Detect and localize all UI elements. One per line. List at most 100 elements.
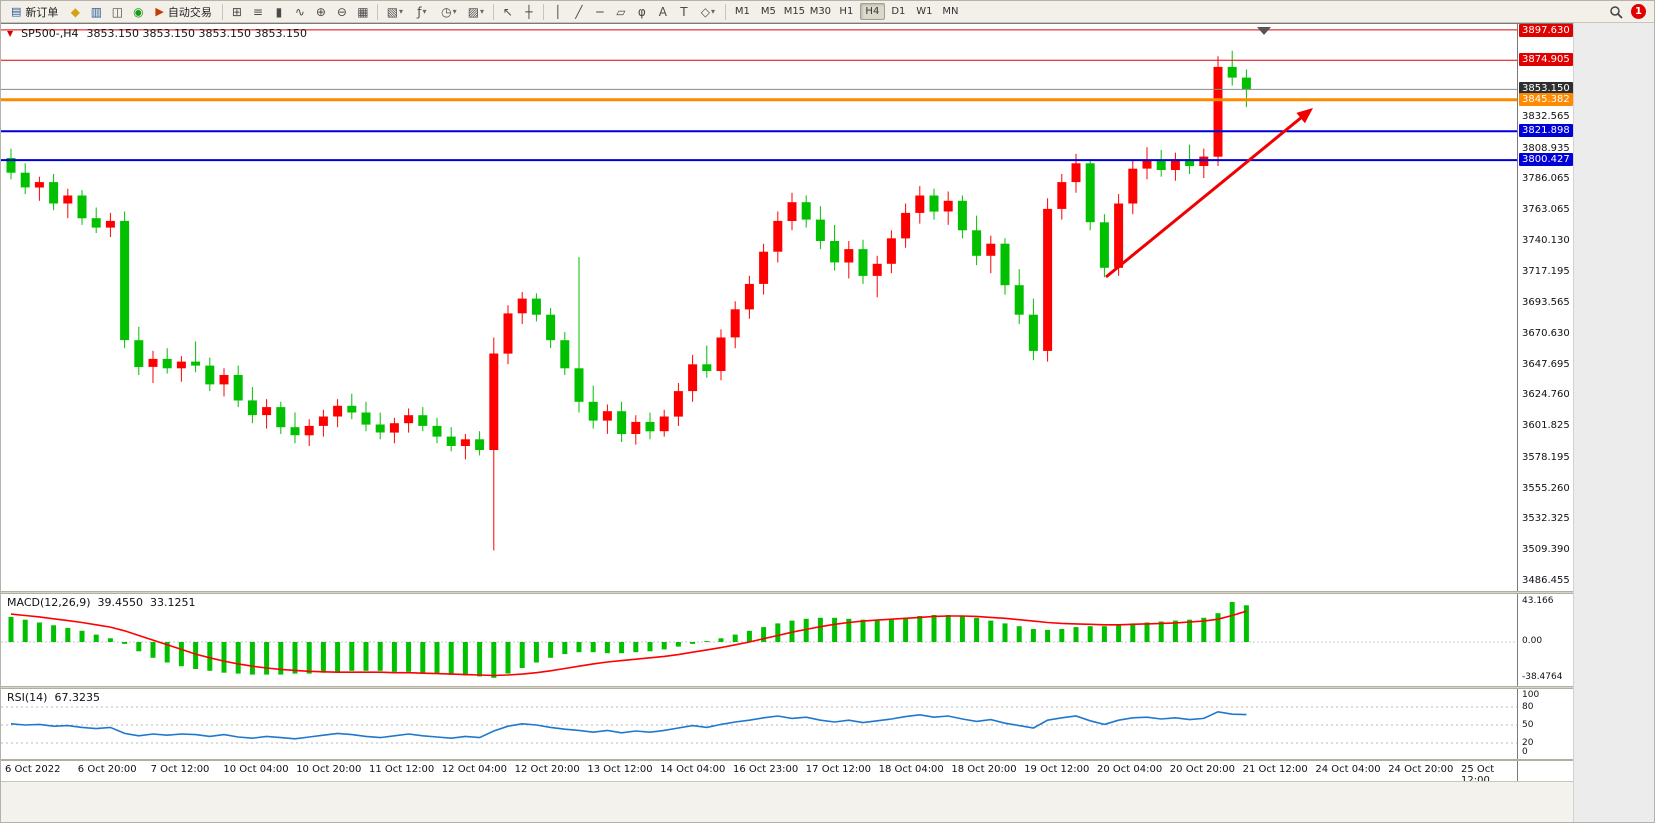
vertical-line-icon[interactable]: │ [554, 4, 562, 19]
new-chart-icon[interactable]: ▧ ▾ [382, 3, 408, 21]
price-tick: 3832.565 [1522, 111, 1570, 123]
price-tick: 3763.065 [1522, 204, 1570, 216]
timeframe-m1[interactable]: M1 [734, 6, 750, 17]
timeframe-m15[interactable]: M15 [783, 6, 806, 17]
macd-chart [1, 601, 1517, 678]
candlestick-chart-icon[interactable]: ▮ [275, 4, 283, 19]
time-label: 25 Oct 12:00 [1461, 764, 1495, 781]
price-tick: 3717.195 [1522, 265, 1570, 277]
macd-axis[interactable]: 43.166 0.00 -38.4764 [1517, 594, 1573, 686]
panel-separator-rsi[interactable] [1, 686, 1573, 689]
new-order-button[interactable]: ▤ 新订单 [5, 3, 64, 21]
macd-histogram [8, 601, 1249, 678]
time-axis[interactable]: 6 Oct 2022 6 Oct 20:00 7 Oct 12:00 10 Oct 0… [1, 761, 1517, 781]
price-tick: 3693.565 [1522, 297, 1570, 309]
price-tick: 3808.935 [1522, 142, 1570, 154]
time-label: 17 Oct 12:00 [805, 764, 871, 775]
text-icon[interactable]: A [658, 4, 667, 19]
price-tick: 3670.630 [1522, 327, 1570, 339]
tile-windows-icon[interactable]: ⊞ [231, 4, 242, 19]
price-axis[interactable]: 3832.565 3808.935 3786.065 3763.065 3740.130… [1517, 23, 1573, 591]
indicators-glyph: ƒ [417, 4, 422, 19]
panel-separator-time [1, 759, 1573, 761]
search-icon[interactable] [1606, 3, 1626, 21]
chart-canvas[interactable]: ▼ SP500-,H4 3853.150 3853.150 3853.150 3… [1, 23, 1517, 591]
templates-icon[interactable]: ▨ ▾ [463, 3, 489, 21]
macd-axis-label: 43.166 [1522, 595, 1554, 606]
time-label: 16 Oct 23:00 [733, 764, 799, 775]
timeframe-h4[interactable]: H4 [859, 3, 885, 20]
chevron-down-icon: ▾ [480, 7, 485, 16]
macd-panel[interactable]: MACD(12,26,9) 39.4550 33.1251 [1, 594, 1517, 686]
price-tick: 3578.195 [1522, 451, 1570, 463]
profiles-icon[interactable]: ▥ [90, 4, 103, 19]
zoom-in-icon[interactable]: ⊕ [315, 4, 326, 19]
chart-shift-marker-icon[interactable] [1257, 27, 1271, 35]
timeframe-mn[interactable]: MN [942, 6, 959, 17]
cursor-icon[interactable]: ↖ [502, 4, 513, 19]
notification-badge[interactable]: 1 [1631, 4, 1646, 19]
periods-icon[interactable]: ◷ ▾ [436, 3, 462, 21]
rsi-axis-label: 80 [1522, 702, 1534, 712]
indicators-icon[interactable]: ƒ ▾ [409, 3, 435, 21]
new-order-icon: ▤ [11, 5, 22, 18]
time-label: 10 Oct 04:00 [223, 764, 289, 775]
price-badge: 3853.150 [1519, 82, 1573, 96]
timeframe-d1[interactable]: D1 [891, 6, 906, 17]
chevron-down-icon: ▾ [399, 7, 404, 16]
rsi-axis[interactable]: 100 80 50 20 0 [1517, 689, 1573, 759]
fibonacci-icon[interactable]: φ [637, 4, 646, 19]
metaquotes-icon[interactable]: ◆ [70, 4, 81, 19]
horizontal-lines[interactable] [1, 29, 1517, 162]
price-tick: 3786.065 [1522, 173, 1570, 185]
new-chart-glyph: ▧ [386, 4, 399, 19]
right-gutter [1573, 23, 1654, 822]
channel-icon[interactable]: ▱ [616, 4, 626, 19]
time-axis-corner [1517, 761, 1573, 781]
time-label: 12 Oct 20:00 [514, 764, 580, 775]
price-tick: 3740.130 [1522, 234, 1570, 246]
auto-trading-button[interactable]: ▶ 自动交易 [149, 3, 217, 21]
toolbar-separator [492, 3, 494, 20]
chart-window: ▼ SP500-,H4 3853.150 3853.150 3853.150 3… [1, 23, 1654, 822]
price-badge: 3821.898 [1519, 124, 1573, 138]
price-chart[interactable] [1, 24, 1517, 591]
time-label: 19 Oct 12:00 [1024, 764, 1090, 775]
horizontal-line-icon[interactable]: ─ [596, 4, 604, 19]
time-label: 10 Oct 20:00 [296, 764, 362, 775]
candlesticks [6, 50, 1251, 551]
timeframe-h1[interactable]: H1 [839, 6, 854, 17]
bar-chart-icon[interactable]: ≡ [252, 4, 263, 19]
timeframe-w1[interactable]: W1 [916, 6, 933, 17]
templates-glyph: ▨ [467, 4, 480, 19]
trendline-icon[interactable]: ╱ [575, 4, 583, 19]
globe-icon[interactable]: ◉ [133, 4, 144, 19]
shapes-icon[interactable]: ◇ ▾ [695, 3, 721, 21]
time-label: 24 Oct 04:00 [1315, 764, 1381, 775]
zoom-out-icon[interactable]: ⊖ [336, 4, 347, 19]
crosshair-icon[interactable]: ┼ [525, 4, 533, 19]
rsi-axis-label: 50 [1522, 720, 1534, 730]
time-label: 20 Oct 04:00 [1097, 764, 1163, 775]
grid-icon[interactable]: ▦ [357, 4, 369, 19]
toolbar-separator [542, 3, 544, 20]
chevron-down-icon: ▾ [452, 7, 457, 16]
chevron-down-icon: ▾ [422, 7, 427, 16]
rsi-panel[interactable]: RSI(14) 67.3235 [1, 689, 1517, 759]
auto-trading-icon: ▶ [155, 5, 164, 18]
time-label: 20 Oct 20:00 [1169, 764, 1235, 775]
panel-separator-macd[interactable] [1, 591, 1573, 594]
text-label-icon[interactable]: T [680, 4, 688, 19]
community-icon[interactable]: ◫ [111, 4, 124, 19]
time-label: 21 Oct 12:00 [1242, 764, 1308, 775]
line-chart-icon[interactable]: ∿ [294, 4, 305, 19]
timeframe-m30[interactable]: M30 [809, 6, 832, 17]
rsi-line [10, 710, 1247, 740]
toolbar: ▤ 新订单 ◆ ▥ ◫ ◉ ▶ 自动交易 ⊞ ≡ ▮ ∿ ⊕ ⊖ ▦ ▧ ▾ ƒ ▾… [1, 1, 1654, 23]
chevron-down-icon: ▾ [710, 7, 715, 16]
time-label: 7 Oct 12:00 [150, 764, 210, 775]
trend-arrow[interactable] [1105, 108, 1313, 279]
time-label: 6 Oct 20:00 [77, 764, 137, 775]
timeframe-m5[interactable]: M5 [760, 6, 776, 17]
